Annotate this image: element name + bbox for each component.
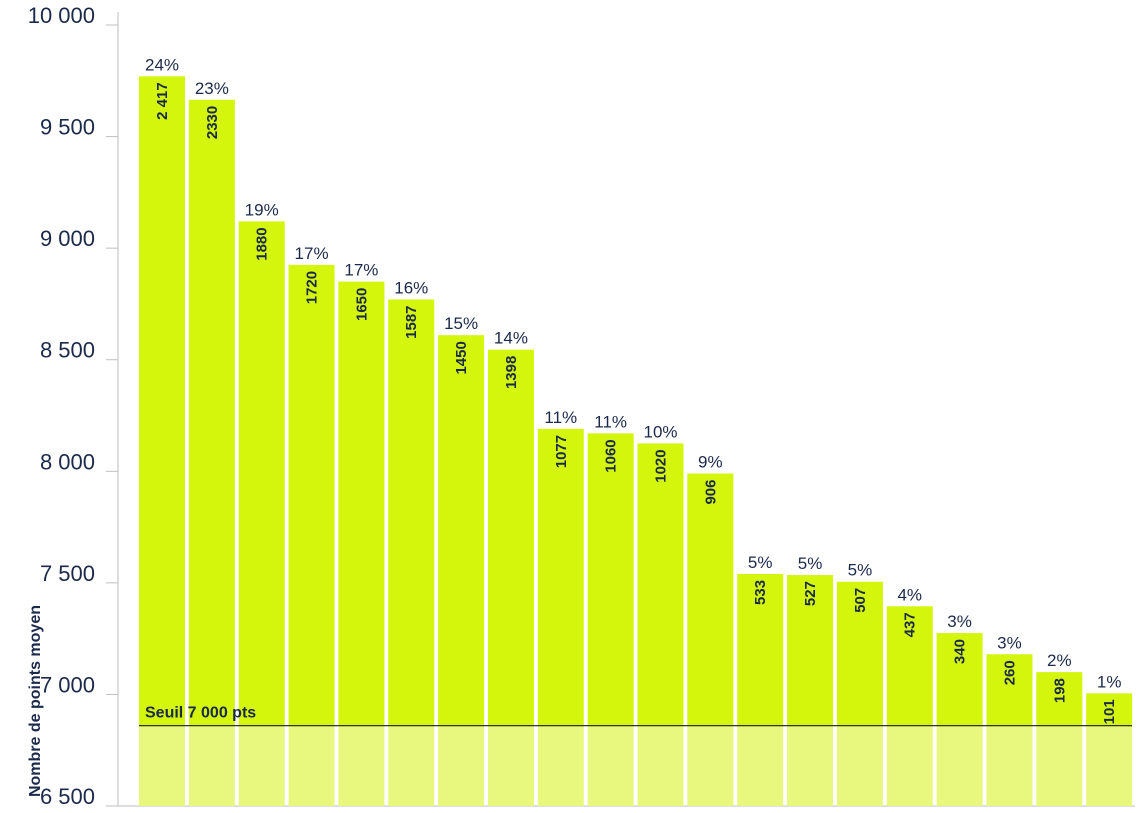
bar-percent-label: 10% <box>643 422 677 441</box>
bar-percent-label: 16% <box>394 278 428 297</box>
bar-base <box>836 725 883 806</box>
bar <box>936 633 983 726</box>
bar-value-label: 1587 <box>403 305 420 338</box>
bar <box>787 575 834 726</box>
bar-value-label: 2330 <box>204 106 221 139</box>
bar-base <box>537 725 584 806</box>
bar <box>986 654 1033 726</box>
y-tick-label: 9 000 <box>40 226 95 251</box>
y-tick-label: 9 500 <box>40 115 95 140</box>
bar-base <box>487 725 534 806</box>
bar-base <box>986 725 1033 806</box>
bar-value-label: 533 <box>752 580 769 605</box>
bar-base <box>338 725 385 806</box>
bar-base <box>238 725 285 806</box>
bar-base <box>1036 725 1083 806</box>
bar-percent-label: 24% <box>145 55 179 74</box>
bar <box>438 335 485 726</box>
bar-percent-label: 15% <box>444 314 478 333</box>
bar <box>836 581 883 726</box>
bar-value-label: 1077 <box>553 435 570 468</box>
bar-percent-label: 9% <box>698 453 723 472</box>
bar <box>637 443 684 726</box>
bar <box>288 264 335 726</box>
bar-base <box>188 725 235 806</box>
bar-base <box>787 725 834 806</box>
bar <box>587 433 634 726</box>
bar-percent-label: 5% <box>798 554 823 573</box>
bar-percent-label: 2% <box>1047 651 1072 670</box>
bars: 24% 2 417 23% 2330 19% 1880 17% 1720 17% 1650 16% 1… <box>139 55 1133 806</box>
bar-base <box>886 725 933 806</box>
bar-base <box>288 725 335 806</box>
bar <box>139 76 185 726</box>
bar-base <box>737 725 784 806</box>
y-axis: 6 500 7 000 7 500 8 000 8 500 9 000 9 500 10 00… <box>28 3 1135 809</box>
bar-base <box>1086 725 1133 806</box>
bar-percent-label: 17% <box>295 244 329 263</box>
bar-value-label: 1880 <box>254 227 271 260</box>
threshold: Seuil 7 000 pts <box>139 705 1132 727</box>
bar-base <box>687 725 734 806</box>
bar-value-label: 198 <box>1051 678 1068 703</box>
y-axis-title: Nombre de points moyen <box>27 605 44 797</box>
bar-base <box>139 725 185 806</box>
bar <box>1036 672 1083 726</box>
bar-value-label: 1060 <box>603 439 620 472</box>
y-tick-label: 7 500 <box>40 561 95 586</box>
y-tick-label: 8 500 <box>40 338 95 363</box>
bar-value-label: 1650 <box>353 288 370 321</box>
bar <box>188 99 235 726</box>
y-tick-label: 10 000 <box>28 3 95 28</box>
bar-percent-label: 11% <box>594 412 627 431</box>
bar-value-label: 906 <box>702 480 719 505</box>
bar-base <box>637 725 684 806</box>
bar <box>1086 693 1133 726</box>
bar <box>537 428 584 726</box>
y-tick-label: 6 500 <box>40 784 95 809</box>
bar-value-label: 1720 <box>304 271 321 304</box>
bar-percent-label: 19% <box>245 200 279 219</box>
y-tick-label: 7 000 <box>40 672 95 697</box>
bar-percent-label: 1% <box>1097 672 1122 691</box>
bar <box>338 281 385 726</box>
bar-percent-label: 23% <box>195 79 229 98</box>
bar <box>388 299 435 726</box>
bar <box>886 606 933 726</box>
bar-percent-label: 17% <box>344 261 378 280</box>
bar-value-label: 2 417 <box>154 82 171 120</box>
bar-percent-label: 5% <box>848 561 873 580</box>
threshold-label: Seuil 7 000 pts <box>145 705 256 722</box>
bar-value-label: 101 <box>1101 699 1118 724</box>
bar-value-label: 1398 <box>503 356 520 389</box>
bar-base <box>438 725 485 806</box>
y-tick-label: 8 000 <box>40 449 95 474</box>
bar <box>238 221 285 726</box>
bar-percent-label: 3% <box>947 612 972 631</box>
bar-value-label: 507 <box>852 588 869 613</box>
bar-base <box>936 725 983 806</box>
bar <box>487 349 534 726</box>
bar-base <box>587 725 634 806</box>
bar-value-label: 437 <box>902 612 919 637</box>
bar-percent-label: 5% <box>748 553 773 572</box>
bar-value-label: 260 <box>1001 660 1018 685</box>
bar-percent-label: 3% <box>997 633 1022 652</box>
bar-value-label: 340 <box>952 639 969 664</box>
bar-value-label: 527 <box>802 581 819 606</box>
bar-base <box>388 725 435 806</box>
bar-percent-label: 4% <box>897 585 922 604</box>
bar <box>737 573 784 726</box>
bar-value-label: 1020 <box>653 449 670 482</box>
bar-percent-label: 14% <box>494 329 528 348</box>
bar-percent-label: 11% <box>544 408 577 427</box>
bar <box>687 473 734 726</box>
bar-value-label: 1450 <box>453 341 470 374</box>
